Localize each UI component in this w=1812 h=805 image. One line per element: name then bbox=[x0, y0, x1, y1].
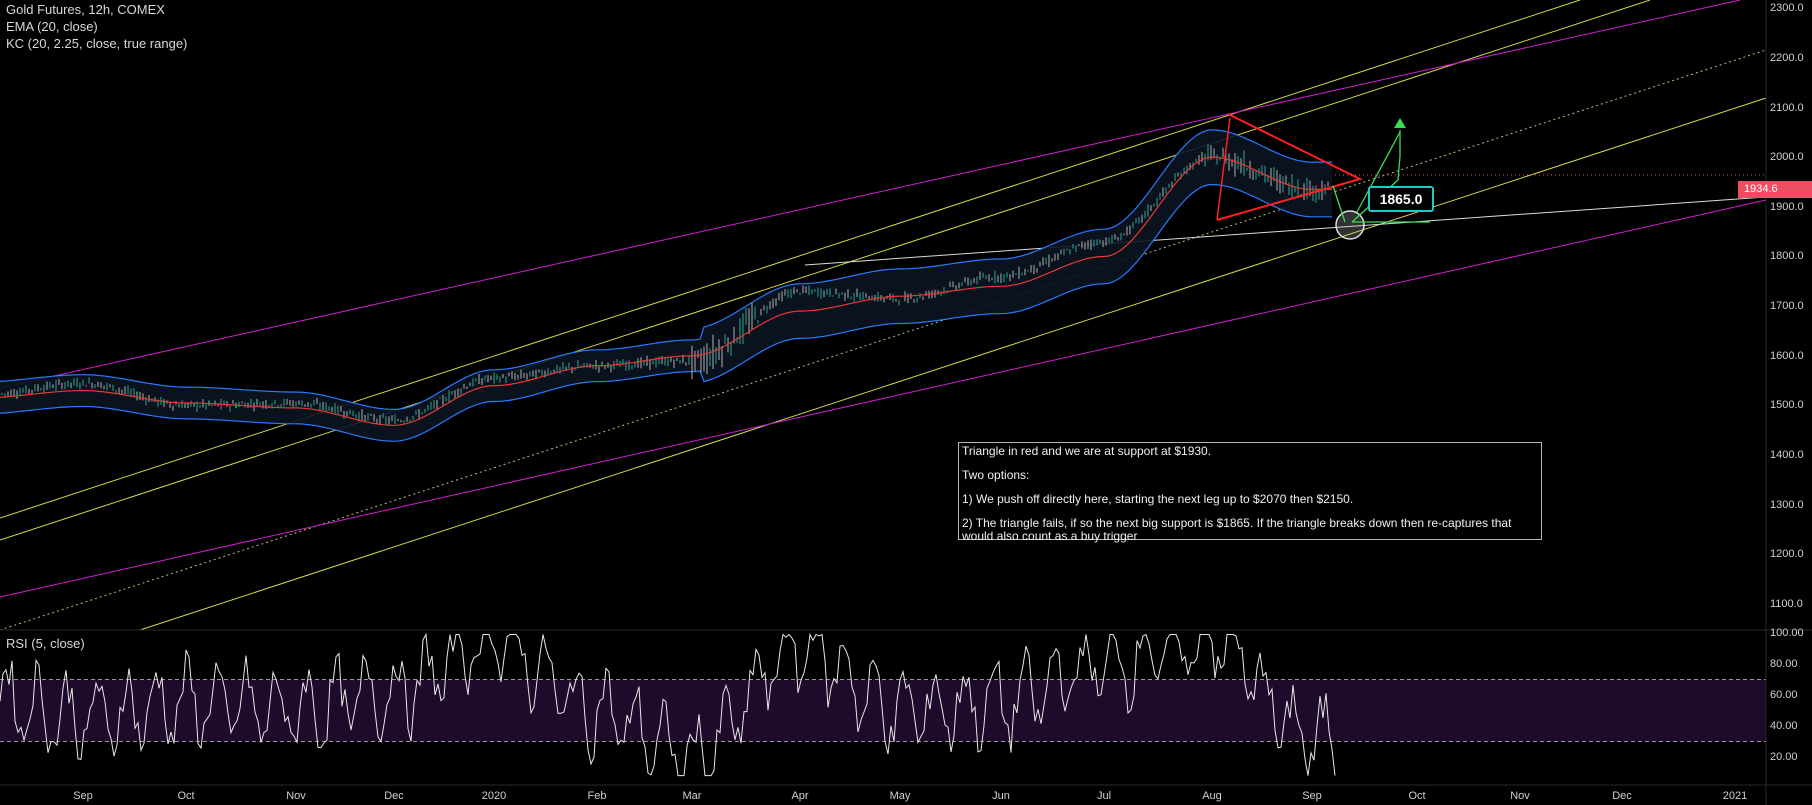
keltner-channel bbox=[0, 129, 1332, 442]
kc-legend[interactable]: KC (20, 2.25, close, true range) bbox=[6, 36, 188, 51]
channel-yellow-upper-1 bbox=[0, 0, 1581, 519]
upside-arrow-head bbox=[1394, 118, 1406, 128]
note-line-4: 2) The triangle fails, if so the next bi… bbox=[962, 516, 1512, 543]
time-tick-label: Oct bbox=[1408, 790, 1426, 802]
price-tick-label: 2300.0 bbox=[1770, 2, 1804, 15]
upside-arrow bbox=[1356, 131, 1401, 213]
time-tick-label: Oct bbox=[177, 790, 195, 802]
projection-arrows bbox=[1332, 118, 1766, 240]
price-tick-label: 1700.0 bbox=[1770, 300, 1804, 313]
price-candles bbox=[1, 144, 1329, 425]
rsi-tick-label: 100.00 bbox=[1770, 627, 1804, 639]
note-line-1: Triangle in red and we are at support at… bbox=[962, 444, 1212, 458]
time-tick-label: Jun bbox=[992, 790, 1010, 802]
price-tick-label: 2100.0 bbox=[1770, 101, 1804, 114]
rsi-legend[interactable]: RSI (5, close) bbox=[6, 636, 85, 651]
rsi-tick-label: 40.00 bbox=[1770, 720, 1798, 732]
time-tick-label: Mar bbox=[682, 790, 702, 802]
symbol-legend[interactable]: Gold Futures, 12h, COMEX bbox=[6, 2, 165, 17]
support-callout[interactable]: 1865.0 bbox=[1368, 186, 1434, 212]
keltner-lower bbox=[0, 183, 1332, 442]
analysis-note[interactable]: Triangle in red and we are at support at… bbox=[958, 442, 1542, 543]
price-tick-label: 1100.0 bbox=[1770, 598, 1803, 611]
rsi-path bbox=[0, 632, 1336, 777]
keltner-upper bbox=[0, 129, 1332, 410]
price-tick-label: 1300.0 bbox=[1770, 498, 1804, 511]
channel-mid-dotted bbox=[0, 49, 1767, 631]
channel-magenta-lower bbox=[0, 199, 1767, 598]
price-tick-label: 1400.0 bbox=[1770, 449, 1804, 462]
time-tick-label: Nov bbox=[1510, 790, 1530, 802]
price-tick-label: 1600.0 bbox=[1770, 349, 1804, 362]
triangle-left-edge bbox=[1216, 117, 1231, 221]
time-tick-label: Nov bbox=[286, 790, 306, 802]
rsi-tick-label: 60.00 bbox=[1770, 689, 1798, 701]
price-tick-label: 2200.0 bbox=[1770, 51, 1804, 64]
time-tick-label: Dec bbox=[384, 790, 404, 802]
channel-yellow-lower bbox=[139, 97, 1767, 631]
time-tick-label: Feb bbox=[587, 790, 607, 802]
trend-channels bbox=[0, 0, 1767, 631]
support-line bbox=[804, 196, 1767, 266]
note-line-3: 1) We push off directly here, starting t… bbox=[962, 492, 1354, 506]
rsi-band bbox=[0, 679, 1766, 742]
time-tick-label: May bbox=[889, 790, 911, 802]
triangle-pattern bbox=[1216, 113, 1363, 221]
time-tick-label: 2021 bbox=[1722, 790, 1748, 802]
price-tick-label: 1500.0 bbox=[1770, 399, 1804, 412]
price-tick-label: 2000.0 bbox=[1770, 151, 1804, 164]
ema-path bbox=[0, 156, 1332, 426]
keltner-fill bbox=[0, 129, 1332, 442]
time-tick-label: Dec bbox=[1612, 790, 1632, 802]
price-tick-label: 1900.0 bbox=[1770, 200, 1804, 213]
time-tick-label: Sep bbox=[73, 790, 93, 802]
drop-arrow bbox=[1332, 185, 1346, 223]
channel-magenta-upper bbox=[0, 0, 1741, 389]
last-price-label: 1934.6 bbox=[1738, 181, 1812, 198]
time-tick-label: 2020 bbox=[481, 790, 507, 802]
time-tick-label: Jul bbox=[1096, 790, 1112, 802]
time-tick-label: Sep bbox=[1302, 790, 1322, 802]
rsi-overbought-oversold-band bbox=[0, 679, 1766, 742]
channel-yellow-upper-2 bbox=[0, 0, 1651, 541]
rsi-tick-label: 20.00 bbox=[1770, 751, 1798, 763]
ema-line bbox=[0, 156, 1332, 426]
price-tick-label: 1800.0 bbox=[1770, 250, 1804, 263]
rsi-tick-label: 80.00 bbox=[1770, 658, 1798, 670]
triangle-outline bbox=[1216, 113, 1363, 221]
ema-legend[interactable]: EMA (20, close) bbox=[6, 19, 98, 34]
note-line-2: Two options: bbox=[962, 468, 1030, 482]
time-tick-label: Apr bbox=[791, 790, 809, 802]
rsi-line bbox=[0, 632, 1336, 777]
time-tick-label: Aug bbox=[1202, 790, 1222, 802]
price-tick-label: 1200.0 bbox=[1770, 548, 1804, 561]
